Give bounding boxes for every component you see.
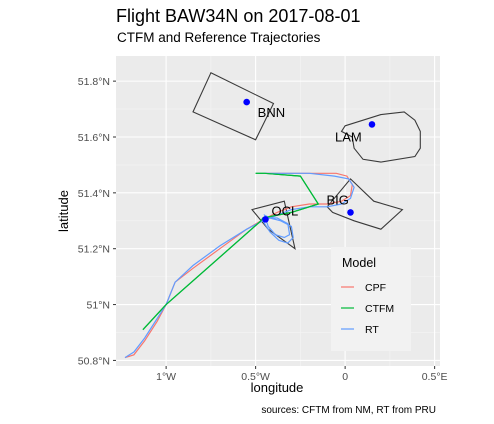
y-axis-title: latitude	[56, 190, 71, 232]
plot-panel	[116, 56, 440, 366]
x-axis-title: longitude	[251, 380, 304, 395]
x-tick-label: 0.5°W	[241, 371, 270, 383]
navaid-point-lam	[368, 121, 376, 128]
legend: Model CPF CTFM RT	[331, 247, 411, 351]
chart-subtitle: CTFM and Reference Trajectories	[117, 30, 321, 45]
chart-title: Flight BAW34N on 2017-08-01	[116, 6, 360, 26]
chart-caption: sources: CFTM from NM, RT from PRU	[261, 405, 436, 416]
legend-label-ctfm: CTFM	[365, 303, 394, 315]
navaid-point-big	[347, 209, 354, 216]
x-tick-label: 0.5°E	[422, 371, 448, 383]
navaid-label-bnn: BNN	[258, 105, 285, 120]
navaid-label-big: BIG	[326, 192, 348, 207]
trajectory-layer	[124, 172, 355, 359]
series-line-rt	[124, 172, 355, 359]
y-tick-label: 50.8°N	[78, 355, 110, 367]
y-tick-label: 51.4°N	[78, 188, 110, 200]
sector-polygon-big	[326, 178, 404, 230]
y-tick-label: 51.6°N	[78, 132, 110, 144]
legend-label-cpf: CPF	[365, 282, 386, 294]
y-tick-label: 51.8°N	[78, 76, 110, 88]
series-line-ctfm-top	[142, 172, 320, 331]
navaid-point-bnn	[243, 98, 250, 106]
x-tick-label: 0	[342, 371, 348, 383]
navaid-label-ocl: OCL	[271, 203, 298, 218]
x-tick-label: 1°W	[156, 371, 176, 383]
navaid-point-ocl	[262, 216, 269, 223]
tick-layer: 1°W 0.5°W 0 0.5°E 50.8°N 51°N 51.2°N 51.4°N 51.6…	[78, 76, 448, 383]
sector-polygon-lam	[340, 111, 421, 163]
legend-title: Model	[342, 256, 376, 270]
navaid-label-lam: LAM	[335, 129, 362, 144]
y-tick-label: 51°N	[87, 300, 110, 312]
sector-layer	[192, 72, 421, 251]
sector-polygon-ocl	[251, 200, 296, 251]
y-tick-label: 51.2°N	[78, 244, 110, 256]
navaid-point-layer: BNN LAM BIG OCL	[243, 98, 376, 223]
legend-label-rt: RT	[365, 324, 379, 336]
series-line-cpf	[124, 172, 353, 359]
sector-polygon-bnn	[192, 72, 275, 141]
